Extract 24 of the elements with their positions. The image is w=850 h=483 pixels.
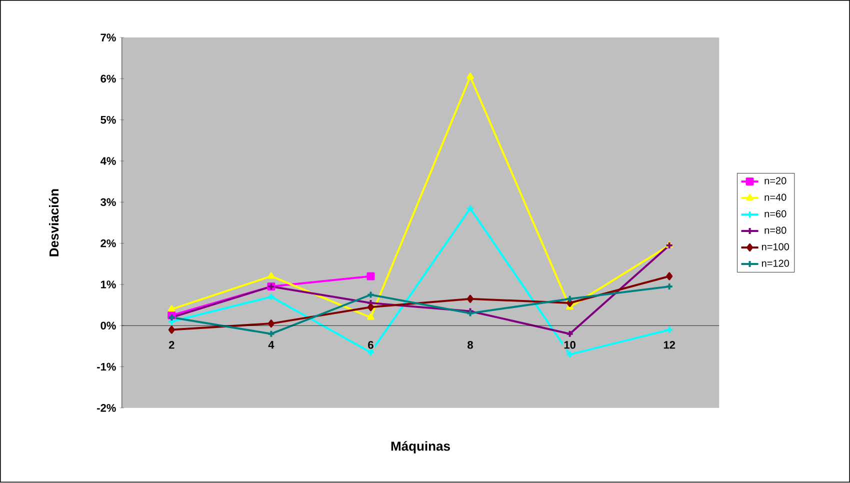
x-tick-label: 2 [168,341,174,349]
y-tick-label: 1% [100,280,116,289]
legend-label: n=120 [762,260,790,267]
y-tick-label: 7% [100,34,116,42]
legend-label: n=40 [764,194,786,202]
x-tick-label: 12 [664,341,676,349]
x-tick-label: 4 [268,341,274,349]
y-tick-label: 6% [100,74,116,83]
legend-label: n=80 [764,226,786,234]
y-tick-label: 3% [100,198,116,206]
legend-label: n=60 [764,210,786,218]
y-tick-label: 5% [100,116,116,124]
y-tick-label: 4% [100,157,116,166]
x-tick-label: 6 [368,341,374,349]
y-tick-label: 2% [100,240,116,248]
y-axis-title: Desviación [48,189,59,256]
y-tick-label: -2% [97,404,116,412]
legend-label: n=100 [762,243,790,250]
legend-label: n=20 [764,177,786,185]
x-tick-label: 10 [564,341,576,349]
y-tick-label: 0% [100,322,116,330]
x-tick-label: 8 [468,341,473,349]
x-axis-title: Máquinas [391,441,450,454]
y-tick-label: -1% [97,363,116,371]
